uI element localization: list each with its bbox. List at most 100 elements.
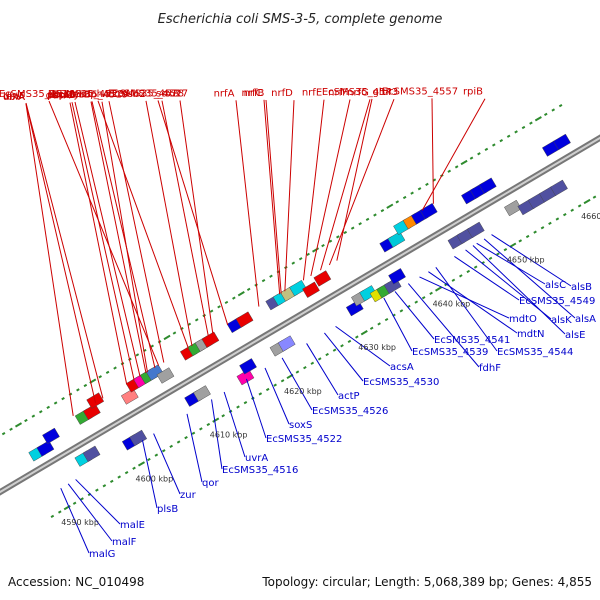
leader-line bbox=[108, 101, 165, 363]
tick-mark bbox=[83, 383, 88, 388]
leader-line bbox=[431, 98, 434, 204]
scale-label: 4650 kbp bbox=[507, 256, 545, 265]
tick-mark bbox=[194, 318, 199, 322]
gene-block bbox=[313, 270, 332, 287]
tick-mark bbox=[355, 335, 359, 339]
tick-mark bbox=[347, 339, 352, 344]
gene-block bbox=[82, 445, 101, 462]
tick-mark bbox=[243, 401, 248, 405]
gene-label-top: dinF bbox=[3, 91, 24, 102]
tick-mark bbox=[380, 208, 385, 213]
tick-mark bbox=[340, 344, 344, 348]
gene-label-bottom: EcSMS35_4530 bbox=[363, 377, 439, 388]
tick-mark bbox=[258, 392, 263, 396]
gene-block bbox=[145, 364, 164, 381]
tick-mark bbox=[395, 200, 400, 204]
tick-mark bbox=[132, 466, 136, 470]
gene-label-bottom: plsB bbox=[157, 504, 178, 515]
tick-mark bbox=[24, 418, 28, 423]
tick-mark bbox=[169, 444, 173, 449]
leader-line bbox=[419, 276, 510, 319]
leader-line bbox=[101, 101, 148, 373]
tick-mark bbox=[506, 134, 511, 138]
tick-mark bbox=[295, 370, 300, 374]
gene-block bbox=[42, 427, 60, 445]
gene-block bbox=[387, 231, 406, 248]
summary-text: Topology: circular; Length: 5,068,389 bp… bbox=[261, 575, 592, 589]
gene-block bbox=[478, 177, 497, 194]
gene-label-top: EcSMS35_4557 bbox=[382, 86, 458, 97]
tick-mark bbox=[488, 256, 493, 260]
gene-label-top: alr bbox=[72, 90, 86, 101]
leader-line bbox=[74, 101, 141, 377]
scale-label: 4600 kbp bbox=[136, 474, 174, 483]
gene-block bbox=[466, 221, 485, 239]
tick-mark bbox=[199, 427, 203, 431]
gene-label-top: nrfE bbox=[302, 88, 322, 99]
gene-block bbox=[277, 335, 296, 352]
gene-block bbox=[83, 403, 101, 421]
tick-mark bbox=[402, 195, 407, 200]
tick-mark bbox=[224, 300, 229, 305]
tick-mark bbox=[454, 165, 459, 169]
tick-mark bbox=[57, 510, 62, 514]
tick-mark bbox=[306, 252, 310, 256]
leader-line bbox=[97, 100, 189, 349]
tick-mark bbox=[38, 410, 43, 414]
leader-line bbox=[306, 343, 339, 396]
gene-block bbox=[156, 367, 175, 384]
tick-mark bbox=[459, 274, 463, 278]
scale-label: 4620 kbp bbox=[284, 387, 322, 396]
scale-label: 4640 kbp bbox=[433, 299, 471, 308]
tick-mark bbox=[212, 417, 220, 423]
leader-line bbox=[284, 100, 295, 292]
gene-label-top: dnaB bbox=[50, 90, 76, 101]
tick-mark bbox=[399, 309, 404, 313]
tick-mark bbox=[80, 497, 84, 501]
gene-label-top: rpiB bbox=[463, 87, 483, 98]
tick-mark bbox=[117, 475, 121, 479]
gene-label-top: aphA bbox=[84, 89, 110, 100]
tick-mark bbox=[206, 422, 211, 427]
gene-label-bottom: malF bbox=[112, 537, 137, 548]
gene-label-top: EcSMS35_4527 bbox=[112, 89, 188, 100]
tick-mark bbox=[269, 274, 273, 278]
tick-mark bbox=[291, 261, 296, 265]
gene-block bbox=[239, 358, 257, 375]
tick-mark bbox=[365, 217, 370, 221]
tick-mark bbox=[543, 112, 548, 117]
tick-mark bbox=[386, 203, 394, 209]
leader-line bbox=[71, 102, 135, 381]
tick-mark bbox=[503, 247, 508, 252]
gene-label-top: dusA bbox=[46, 91, 71, 102]
tick-mark bbox=[332, 348, 337, 352]
leader-line bbox=[383, 297, 413, 352]
gene-block bbox=[553, 133, 571, 151]
gene-label-bottom: qor bbox=[202, 478, 219, 489]
tick-mark bbox=[72, 501, 77, 505]
gene-label-top: lexA bbox=[3, 91, 25, 102]
tick-mark bbox=[273, 383, 277, 387]
gene-label-bottom: EcSMS35_4526 bbox=[312, 406, 388, 417]
tick-mark bbox=[421, 296, 426, 300]
leader-line bbox=[310, 99, 351, 277]
leader-line bbox=[211, 399, 223, 470]
gene-label-top: ubiA bbox=[3, 92, 25, 103]
tick-mark bbox=[369, 326, 374, 330]
tick-mark bbox=[525, 234, 530, 239]
tick-mark bbox=[384, 317, 389, 322]
scale-label: 4660 kbp bbox=[581, 212, 600, 221]
leader-line bbox=[328, 98, 395, 266]
tick-mark bbox=[298, 257, 303, 261]
scale-label: 4610 kbp bbox=[210, 431, 248, 440]
leader-line bbox=[153, 433, 181, 495]
tick-mark bbox=[577, 204, 582, 208]
gene-label-bottom: alsK bbox=[551, 315, 572, 326]
tick-mark bbox=[373, 213, 377, 217]
gene-label-top: EcSMS35_4523 bbox=[48, 89, 124, 100]
gene-block bbox=[550, 179, 568, 196]
tick-mark bbox=[466, 269, 471, 274]
tick-mark bbox=[336, 235, 340, 239]
label-leader-lines bbox=[25, 98, 576, 554]
